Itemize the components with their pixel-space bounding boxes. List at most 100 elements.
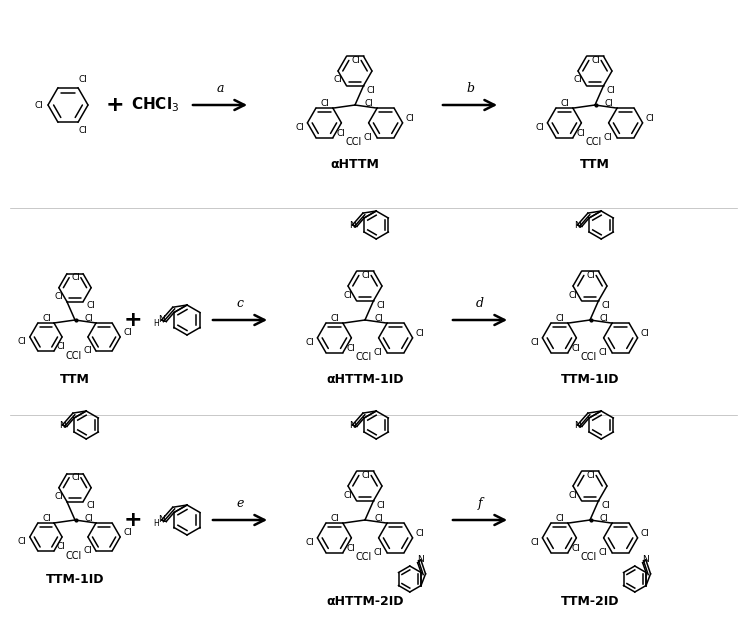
Text: Cl: Cl [331, 314, 340, 323]
Text: Cl: Cl [374, 348, 382, 357]
Text: a: a [216, 82, 224, 95]
Text: Cl: Cl [18, 337, 27, 346]
Text: Cl: Cl [57, 542, 66, 551]
Text: Cl: Cl [42, 514, 51, 523]
Text: Cl: Cl [42, 314, 51, 323]
Text: TTM-1ID: TTM-1ID [46, 573, 105, 586]
Text: d: d [476, 297, 484, 310]
Text: Cl: Cl [344, 490, 353, 499]
Text: Cl: Cl [347, 344, 355, 353]
Text: +: + [124, 510, 143, 530]
Text: Cl: Cl [568, 291, 577, 300]
Text: Cl: Cl [641, 529, 650, 538]
Text: αHTTM-2ID: αHTTM-2ID [326, 595, 403, 608]
Text: Cl: Cl [306, 338, 314, 347]
Text: αHTTM-1ID: αHTTM-1ID [326, 373, 403, 386]
Text: Cl: Cl [586, 471, 595, 480]
Text: +: + [124, 310, 143, 330]
Text: Cl: Cl [84, 514, 93, 523]
Text: Cl: Cl [331, 514, 340, 523]
Text: Cl: Cl [84, 314, 93, 323]
Text: TTM-2ID: TTM-2ID [561, 595, 619, 608]
Text: N: N [349, 421, 356, 429]
Text: αHTTM: αHTTM [331, 158, 379, 171]
Text: Cl: Cl [34, 100, 43, 109]
Text: CCl: CCl [580, 552, 596, 562]
Text: CCl: CCl [355, 552, 371, 562]
Text: Cl: Cl [607, 85, 616, 95]
Text: Cl: Cl [123, 328, 132, 337]
Text: Cl: Cl [362, 271, 371, 280]
Text: Cl: Cl [376, 301, 385, 310]
Text: e: e [236, 497, 244, 510]
Text: Cl: Cl [535, 123, 544, 132]
Text: Cl: Cl [592, 56, 600, 66]
Text: Cl: Cl [416, 329, 425, 338]
Text: CCl: CCl [580, 353, 596, 363]
Text: Cl: Cl [646, 114, 655, 123]
Text: Cl: Cl [574, 76, 583, 84]
Text: N: N [158, 515, 165, 525]
Text: Cl: Cl [530, 538, 539, 547]
Text: Cl: Cl [375, 314, 384, 323]
Text: Cl: Cl [336, 129, 345, 137]
Text: CCl: CCl [65, 550, 81, 560]
Text: Cl: Cl [55, 492, 63, 500]
Text: Cl: Cl [576, 129, 585, 137]
Text: Cl: Cl [374, 548, 382, 557]
Text: Cl: Cl [320, 99, 329, 108]
Text: Cl: Cl [57, 342, 66, 351]
Text: Cl: Cl [600, 514, 609, 523]
Text: Cl: Cl [86, 301, 95, 311]
Text: Cl: Cl [364, 133, 373, 142]
Text: Cl: Cl [530, 338, 539, 347]
Text: Cl: Cl [571, 544, 580, 553]
Text: Cl: Cl [351, 56, 360, 66]
Text: Cl: Cl [86, 502, 95, 510]
Text: CCl: CCl [345, 137, 362, 147]
Text: Cl: Cl [365, 99, 374, 108]
Text: f: f [477, 497, 483, 510]
Text: Cl: Cl [71, 474, 80, 482]
Text: Cl: Cl [602, 301, 611, 310]
Text: Cl: Cl [375, 514, 384, 523]
Text: c: c [237, 297, 244, 310]
Text: Cl: Cl [55, 292, 63, 301]
Text: N: N [418, 555, 424, 564]
Text: Cl: Cl [18, 537, 27, 546]
Text: Cl: Cl [571, 344, 580, 353]
Text: Cl: Cl [568, 490, 577, 499]
Text: CCl: CCl [355, 353, 371, 363]
Text: N: N [158, 316, 165, 324]
Text: Cl: Cl [344, 291, 353, 300]
Text: Cl: Cl [556, 514, 565, 523]
Text: Cl: Cl [416, 529, 425, 538]
Text: TTM: TTM [60, 373, 90, 386]
Text: Cl: Cl [83, 547, 92, 555]
Text: Cl: Cl [367, 85, 376, 95]
Text: +: + [105, 95, 124, 115]
Text: Cl: Cl [561, 99, 569, 108]
Text: N: N [574, 421, 580, 429]
Text: Cl: Cl [556, 314, 565, 323]
Text: CCl: CCl [585, 137, 601, 147]
Text: Cl: Cl [295, 123, 304, 132]
Text: Cl: Cl [598, 348, 607, 357]
Text: Cl: Cl [602, 500, 611, 510]
Text: Cl: Cl [376, 500, 385, 510]
Text: Cl: Cl [604, 133, 613, 142]
Text: Cl: Cl [598, 548, 607, 557]
Text: Cl: Cl [71, 273, 80, 283]
Text: Cl: Cl [334, 76, 342, 84]
Text: H: H [154, 318, 159, 328]
Text: Cl: Cl [123, 528, 132, 537]
Text: Cl: Cl [641, 329, 650, 338]
Text: b: b [466, 82, 474, 95]
Text: CCl: CCl [65, 351, 81, 361]
Text: Cl: Cl [78, 76, 87, 84]
Text: TTM-1ID: TTM-1ID [561, 373, 619, 386]
Text: N: N [574, 220, 580, 230]
Text: Cl: Cl [78, 125, 87, 135]
Text: Cl: Cl [600, 314, 609, 323]
Text: Cl: Cl [83, 346, 92, 356]
